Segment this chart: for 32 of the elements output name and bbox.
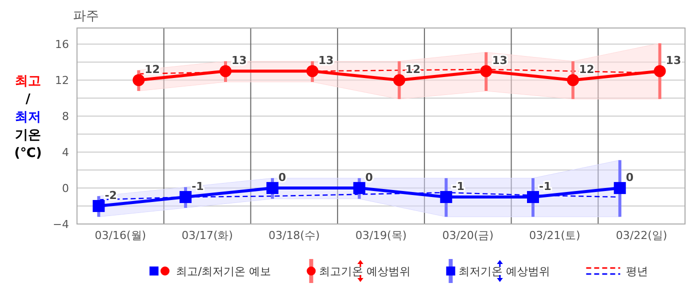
data-label: 13 (232, 54, 247, 68)
data-label: 13 (666, 54, 682, 68)
data-label: 13 (318, 54, 334, 68)
data-label: 12 (144, 63, 160, 76)
x-tick-label: 03/20(금) (442, 229, 494, 242)
data-label: 13 (492, 54, 508, 68)
data-label: 0 (365, 171, 374, 184)
y-tick-label: 4 (62, 146, 69, 160)
x-tick-label: 03/17(화) (182, 229, 233, 242)
y-tick-label: 8 (62, 110, 69, 124)
data-label: -1 (452, 180, 464, 194)
x-tick-label: 03/18(수) (268, 229, 320, 242)
data-label: 0 (626, 171, 634, 184)
y-tick-label: 16 (55, 38, 69, 52)
y-tick-label: −4 (52, 218, 69, 231)
legend-label: 최고/최저기온 예보 (176, 265, 272, 278)
text: 최저기온 예상범위 (458, 265, 550, 278)
data-label: 12 (405, 63, 421, 76)
data-label: -2 (104, 189, 117, 202)
x-tick-label: 03/21(토) (529, 229, 580, 242)
data-label: -1 (539, 180, 552, 194)
data-label: -1 (192, 180, 204, 194)
chart-title: 파주 (73, 9, 99, 24)
data-label: 0 (278, 171, 286, 184)
y-axis-title: 최고 / 최저 기온 (℃) (14, 74, 42, 161)
x-tick-label: 03/22(일) (616, 229, 668, 242)
x-tick-label: 03/19(목) (355, 229, 407, 242)
legend-label: 평년 (626, 265, 648, 278)
y-tick-label: 0 (62, 182, 69, 196)
text: 최고기온 예상범위 (319, 265, 411, 278)
x-tick-label: 03/16(월) (94, 229, 146, 242)
y-tick-label: 12 (55, 74, 69, 88)
